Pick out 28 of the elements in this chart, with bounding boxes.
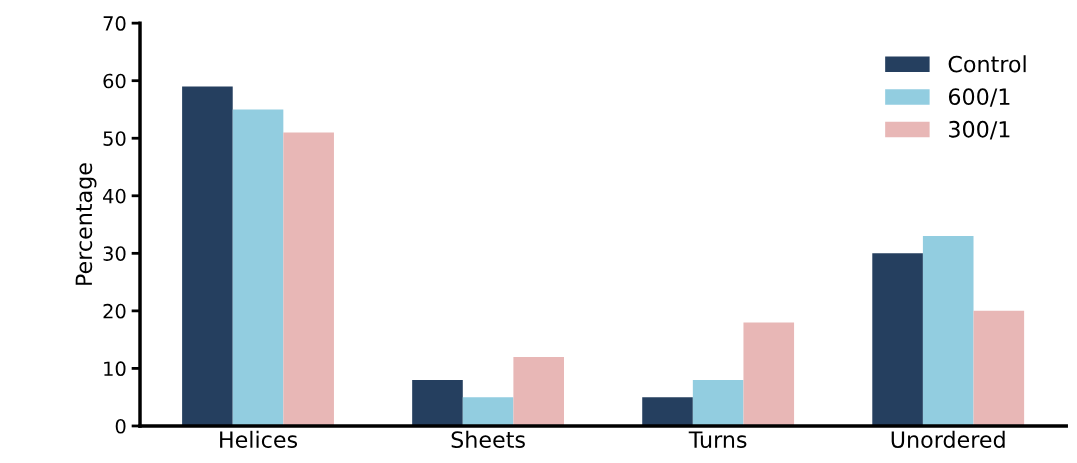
bar [973,310,1025,426]
y-tick-label: 10 [104,361,126,377]
bar [513,356,565,426]
bar [462,397,514,426]
bar [642,397,693,426]
bar [872,253,923,426]
bar [182,86,233,426]
legend-label: 600/1 [948,88,1010,107]
y-tick-label: 60 [103,73,126,89]
bar [283,132,334,426]
bar [692,379,744,426]
y-tick-label: 70 [103,16,126,31]
x-tick-label: Unordered [891,430,1005,449]
y-axis-title: Percentage [75,163,97,285]
bar [232,109,284,426]
x-tick-label: Sheets [451,430,525,449]
legend-label: Control [948,55,1026,73]
x-tick-label: Turns [688,431,747,449]
y-tick-label: 40 [103,188,126,204]
y-tick-label: 50 [103,131,126,146]
bar [743,322,795,426]
y-tick-label: 30 [103,246,126,261]
x-tick-label: Helices [220,430,298,449]
y-tick-label: 0 [115,418,126,434]
y-tick-label: 20 [103,303,126,319]
legend-label: 300/1 [949,120,1010,140]
bar [412,379,463,426]
bar [922,236,974,426]
